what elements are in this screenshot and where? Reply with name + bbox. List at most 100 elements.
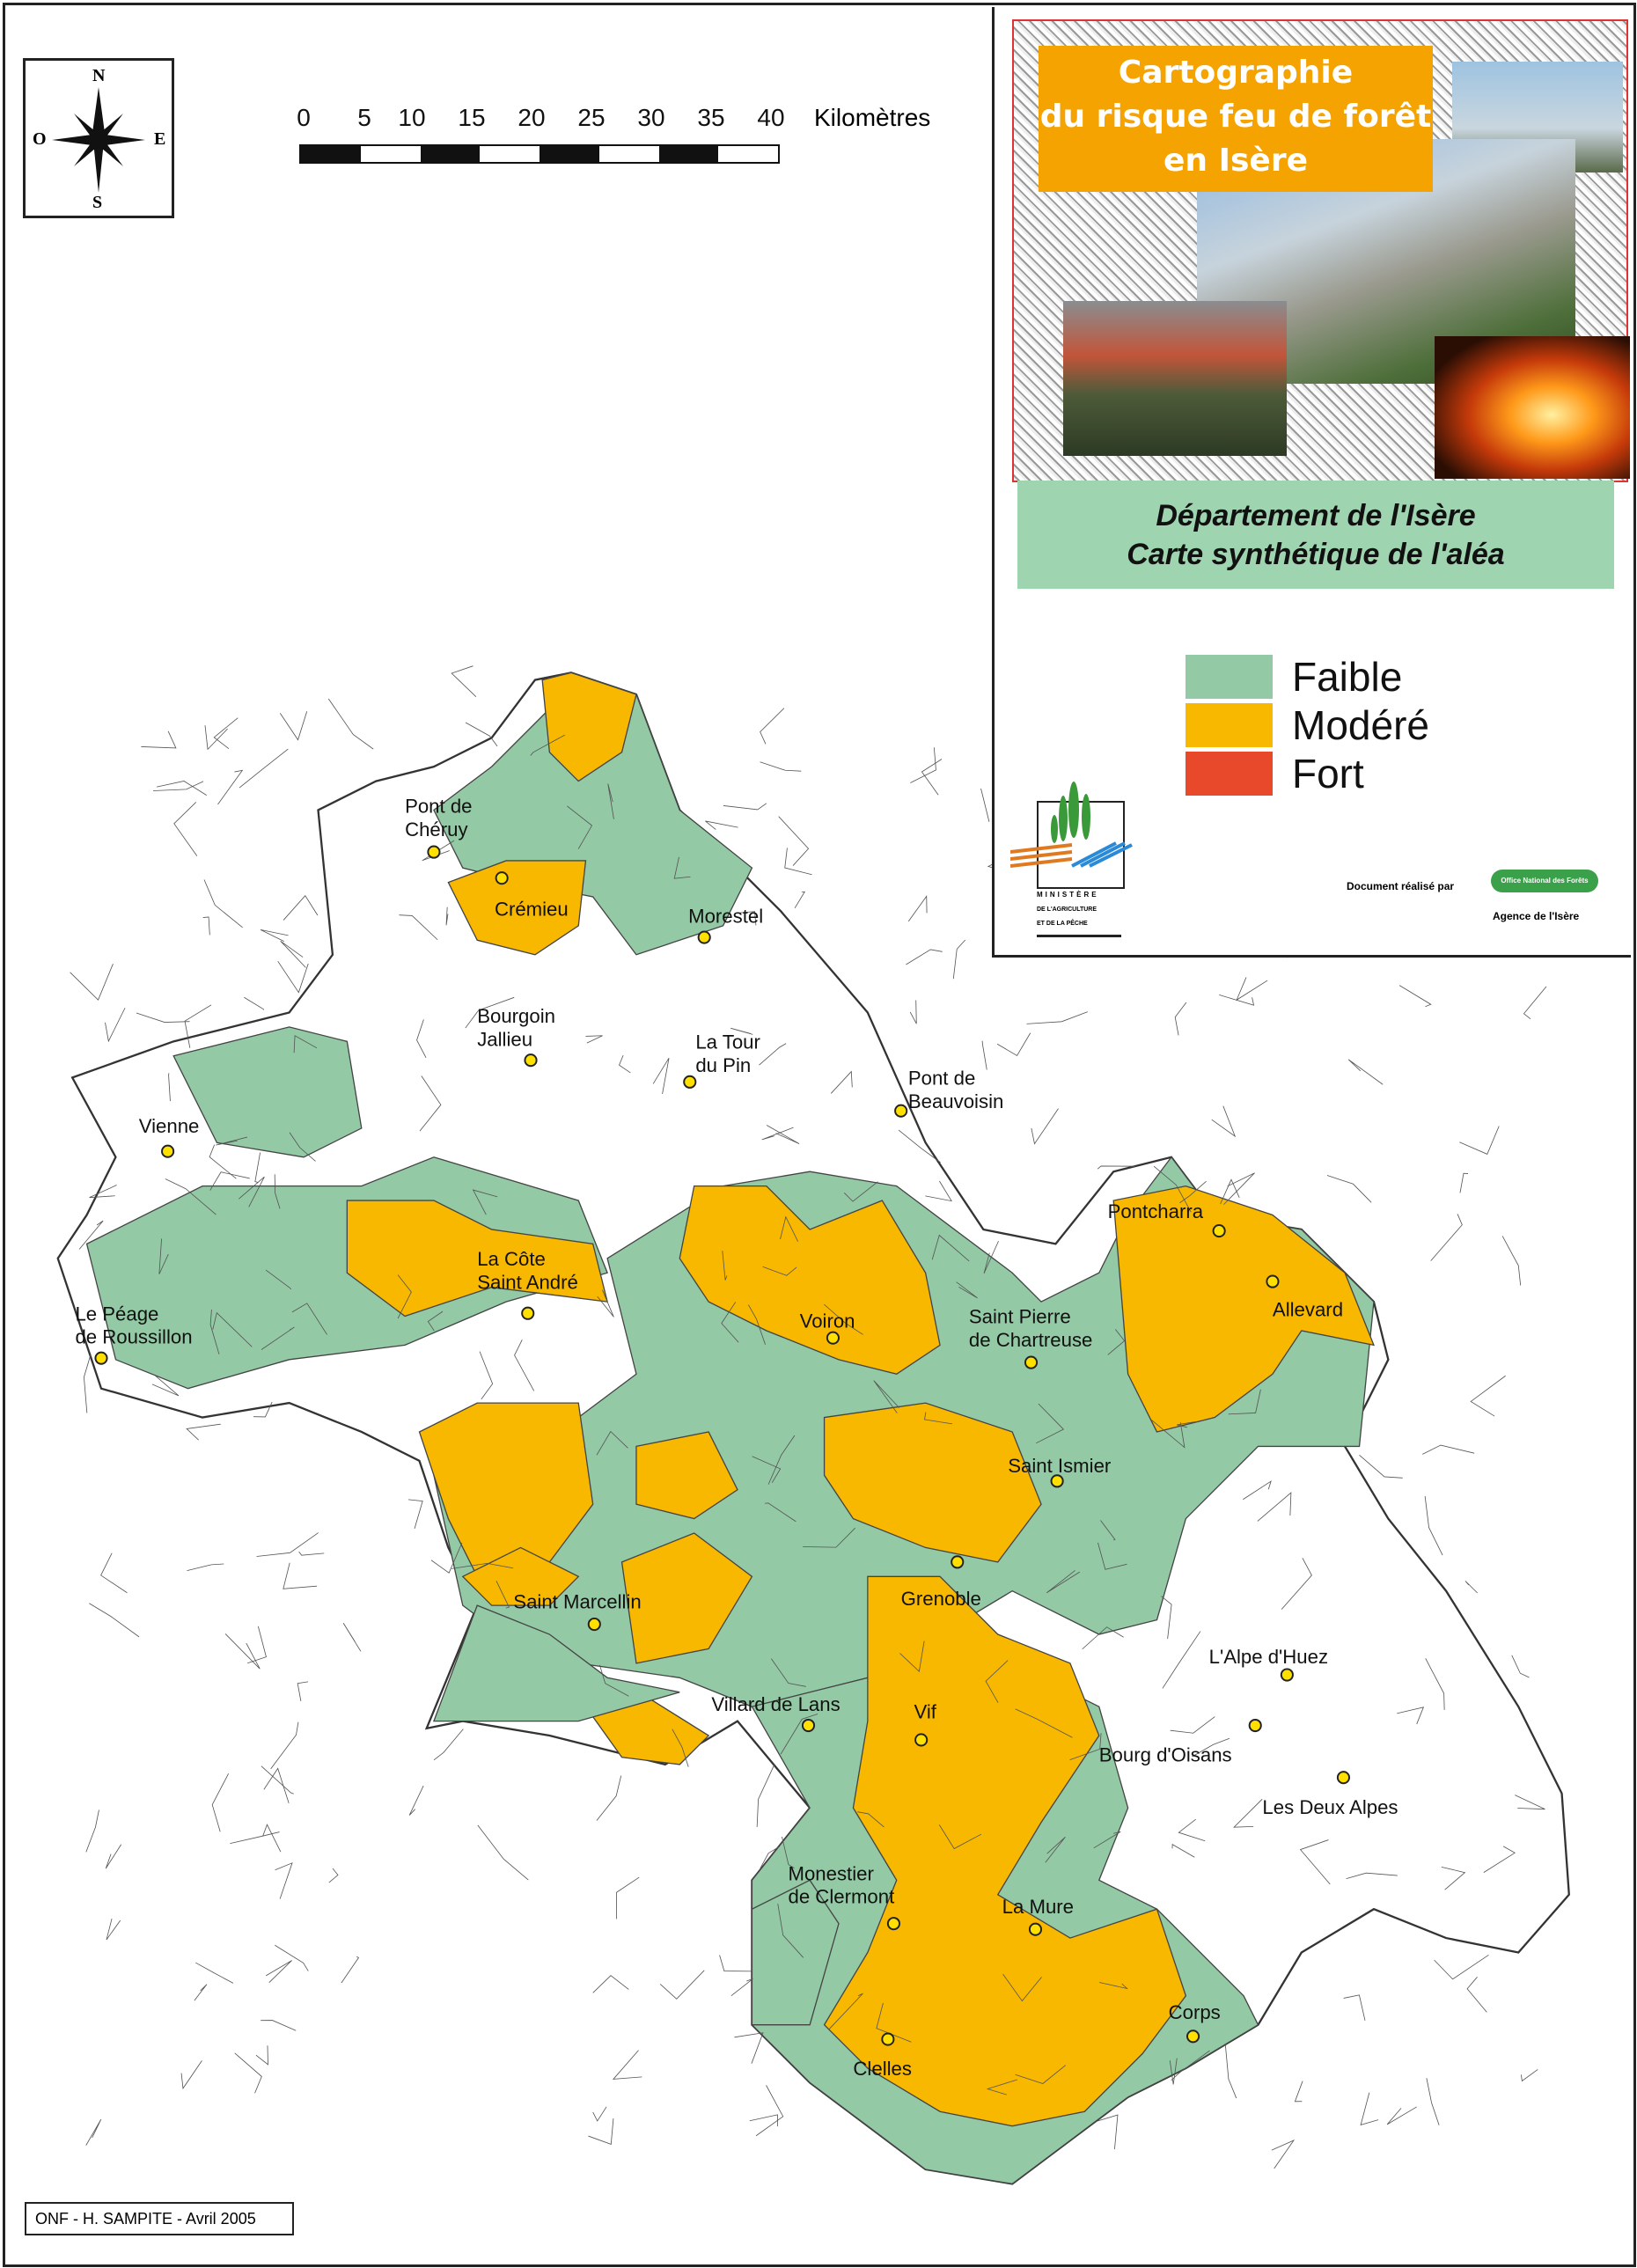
city-marker-icon	[495, 871, 509, 885]
commune-boundary	[277, 960, 309, 994]
commune-boundary	[472, 1189, 498, 1215]
city-vienne: Vienne	[139, 1115, 199, 1158]
commune-boundary	[907, 895, 928, 922]
commune-boundary	[760, 761, 802, 772]
commune-boundary	[1386, 2106, 1417, 2125]
city-label: Chéruy	[405, 818, 468, 840]
commune-boundary	[1441, 1866, 1466, 1890]
city-marker-icon	[161, 1144, 175, 1158]
legend-item-faible: Faible	[1186, 653, 1402, 701]
zone-modere	[1112, 1185, 1376, 1433]
commune-boundary	[1281, 1558, 1312, 1610]
commune-boundary	[1192, 1737, 1230, 1758]
zone-modere	[418, 1402, 594, 1578]
city-label: Clelles	[853, 2058, 912, 2080]
scale-tick: 20	[518, 104, 546, 131]
commune-boundary	[83, 1354, 92, 1413]
city-marker-icon	[1248, 1718, 1262, 1733]
commune-boundary	[427, 1310, 444, 1332]
commune-boundary	[567, 805, 593, 849]
commune-boundary	[730, 1978, 753, 1997]
commune-boundary	[672, 1729, 689, 1767]
commune-boundary	[204, 725, 228, 751]
map-title: Cartographie du risque feu de forêt en I…	[1039, 46, 1433, 192]
commune-boundary	[931, 1234, 970, 1262]
commune-boundary	[180, 2060, 202, 2090]
commune-boundary	[275, 1944, 309, 1971]
commune-boundary	[213, 717, 239, 750]
photo-night-fire	[1435, 336, 1630, 479]
commune-boundary	[85, 2118, 102, 2146]
city-marker-icon	[1266, 1274, 1280, 1288]
commune-boundary	[1100, 1520, 1116, 1541]
city-label: Saint Marcellin	[513, 1590, 641, 1612]
commune-boundary	[253, 1401, 273, 1418]
commune-boundary	[430, 1542, 463, 1574]
page-frame	[3, 3, 1636, 2267]
zone-faible	[432, 1604, 680, 1722]
commune-boundary	[1501, 1236, 1522, 1286]
commune-boundary	[1082, 1626, 1124, 1650]
scale-tick: 40	[757, 104, 785, 131]
commune-boundary	[1236, 977, 1268, 1002]
city-marker-icon	[1336, 1771, 1351, 1785]
commune-boundary	[780, 1215, 799, 1242]
commune-boundary	[262, 1824, 282, 1853]
commune-boundary	[873, 1380, 899, 1413]
city-label: La Côte	[477, 1248, 546, 1270]
commune-boundary	[1511, 1655, 1530, 1678]
commune-boundary	[422, 840, 455, 862]
city-marker-icon	[914, 1733, 929, 1747]
commune-boundary	[451, 1562, 514, 1569]
commune-boundary	[1425, 1658, 1445, 1710]
commune-boundary	[106, 1918, 121, 1941]
zone-modere	[447, 860, 587, 956]
commune-boundary	[1347, 1059, 1384, 1085]
commune-boundary	[756, 1764, 775, 1827]
commune-boundary	[156, 781, 207, 796]
commune-boundary	[910, 747, 936, 783]
subtitle-line: Carte synthétique de l'aléa	[1127, 538, 1505, 571]
commune-boundary	[283, 1562, 318, 1589]
commune-boundary	[596, 1430, 628, 1456]
city-marker-icon	[1050, 1474, 1064, 1488]
commune-boundary	[1470, 1375, 1506, 1417]
city-label: Les Deux Alpes	[1262, 1796, 1398, 1818]
commune-boundary	[1223, 1172, 1255, 1205]
commune-boundary	[1097, 1165, 1135, 1170]
compass-south: S	[92, 193, 103, 212]
city-marker-icon	[94, 1351, 108, 1365]
commune-boundary	[416, 1019, 427, 1059]
city-villard-de-lans: Villard de Lans	[711, 1693, 841, 1733]
made-by-text: Document réalisé par	[1347, 880, 1455, 892]
commune-boundary	[909, 1000, 917, 1024]
city-grenoble: Grenoble	[901, 1555, 981, 1610]
city-marker-icon	[951, 1555, 965, 1569]
commune-boundary	[1107, 1329, 1126, 1355]
title-legend-panel: Cartographie du risque feu de forêt en I…	[992, 7, 1631, 958]
commune-boundary	[898, 1129, 941, 1163]
commune-boundary	[399, 914, 438, 941]
commune-boundary	[1466, 1977, 1487, 2013]
agency-text: Agence de l'Isère	[1493, 910, 1580, 922]
commune-boundary	[195, 1962, 234, 1984]
commune-boundary	[89, 1603, 140, 1638]
risk-zones	[85, 672, 1376, 2185]
compass-east: E	[154, 129, 166, 149]
commune-boundary	[588, 2118, 614, 2146]
commune-boundary	[824, 1303, 863, 1335]
legend-label: Modéré	[1292, 702, 1429, 748]
commune-boundary	[70, 964, 114, 1001]
commune-boundary	[187, 1563, 224, 1572]
city-label: Pont de	[405, 796, 472, 818]
commune-boundary	[1271, 2139, 1296, 2169]
commune-boundary	[771, 1658, 806, 1687]
commune-boundary	[1097, 2114, 1119, 2150]
commune-boundary	[342, 1622, 362, 1652]
commune-boundary	[217, 769, 244, 805]
city-marker-icon	[587, 1617, 601, 1632]
